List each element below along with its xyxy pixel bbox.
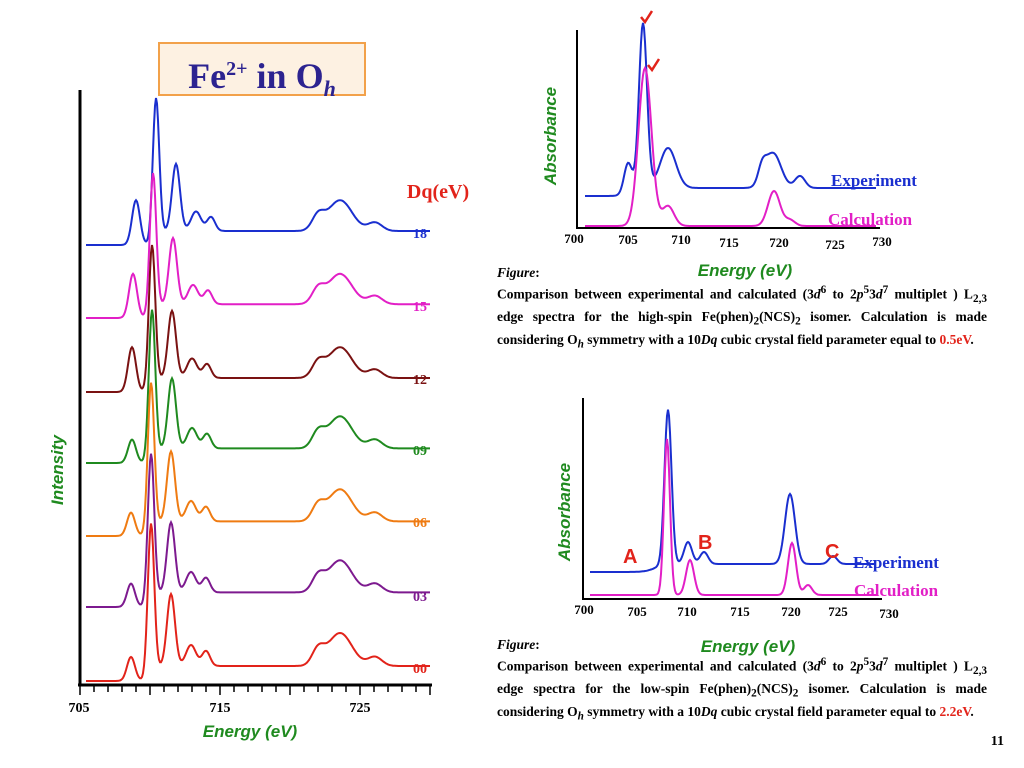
tr-calculation-line (585, 65, 876, 227)
dq-label-09: 09 (413, 444, 427, 459)
left-xtick-label-705: 705 (69, 701, 90, 716)
dq-series-15-line (86, 172, 430, 319)
br-xtick-label-715: 715 (730, 604, 750, 619)
tr-xtick-label-730: 730 (872, 234, 892, 249)
bottom-right-chart: 700 705 710 715 720 725 730 Energy (eV) Absorb… (555, 398, 939, 656)
tr-xtick-label-700: 700 (564, 231, 584, 246)
br-xtick-label-710: 710 (677, 604, 697, 619)
dq-series-03-line (86, 453, 430, 608)
caption-bottom: Figure: Comparison between experimental … (497, 637, 988, 724)
br-xtick-label-725: 725 (828, 604, 848, 619)
br-xtick-label-720: 720 (781, 604, 801, 619)
left-x-ticks (79, 685, 431, 695)
slide-title: Fe2+ in Oh (158, 42, 366, 101)
br-xtick-label-730: 730 (879, 606, 899, 621)
br-curves (590, 409, 876, 596)
tr-xtick-label-720: 720 (769, 235, 789, 250)
tr-legend-experiment: Experiment (831, 171, 917, 190)
annotation-b: B (698, 532, 712, 554)
dq-legend-title: Dq(eV) (407, 181, 469, 203)
left-xtick-label-725: 725 (350, 701, 371, 716)
br-legend-calculation: Calculation (854, 581, 939, 600)
br-xtick-label-700: 700 (574, 602, 594, 617)
dq-series-12-line (86, 244, 430, 393)
tr-xtick-label-725: 725 (825, 237, 845, 252)
caption-top: Figure: Comparison between experimental … (497, 265, 988, 352)
br-experiment-line (590, 409, 876, 573)
left-chart: 705 715 725 Energy (eV) Intensity Dq(eV)… (48, 90, 469, 741)
dq-label-18: 18 (413, 227, 427, 242)
br-x-axis-label: Energy (eV) (701, 637, 796, 656)
dq-series-09-line (86, 309, 430, 464)
br-calculation-line (590, 438, 876, 596)
top-right-chart: 700 705 710 715 720 725 730 Energy (eV) Absorb… (541, 10, 917, 280)
dq-label-03: 03 (413, 590, 427, 605)
left-y-axis-label: Intensity (48, 434, 67, 505)
left-curves (86, 97, 430, 682)
left-x-axis-label: Energy (eV) (203, 722, 298, 741)
tr-y-axis-label: Absorbance (541, 87, 560, 186)
dq-series-00-line (86, 523, 430, 682)
tr-legend-calculation: Calculation (828, 210, 913, 229)
tr-xtick-label-705: 705 (618, 232, 638, 247)
tr-xtick-label-715: 715 (719, 235, 739, 250)
dq-label-06: 06 (413, 516, 427, 531)
tr-x-axis-label: Energy (eV) (698, 261, 793, 280)
tr-tick-labels: 700 705 710 715 720 725 730 (564, 231, 892, 252)
dq-label-00: 00 (413, 662, 427, 677)
tr-experiment-line (585, 22, 876, 197)
checkmark-icon (640, 10, 654, 25)
dq-label-12: 12 (413, 373, 427, 388)
br-tick-labels: 700 705 710 715 720 725 730 (574, 602, 899, 621)
br-y-axis-label: Absorbance (555, 463, 574, 562)
tr-curves (585, 22, 876, 227)
br-xtick-label-705: 705 (627, 604, 647, 619)
left-xtick-label-715: 715 (210, 701, 231, 716)
page-number: 11 (990, 734, 1004, 749)
tr-xtick-label-710: 710 (671, 232, 691, 247)
dq-series-18-line (86, 97, 430, 246)
dq-label-15: 15 (413, 300, 427, 315)
br-legend-experiment: Experiment (853, 553, 939, 572)
dq-labels: 18 15 12 09 06 03 00 (413, 227, 427, 677)
annotation-c: C (825, 541, 839, 563)
checkmark-icon (647, 58, 661, 73)
annotation-a: A (623, 546, 637, 568)
dq-series-06-line (86, 382, 430, 537)
